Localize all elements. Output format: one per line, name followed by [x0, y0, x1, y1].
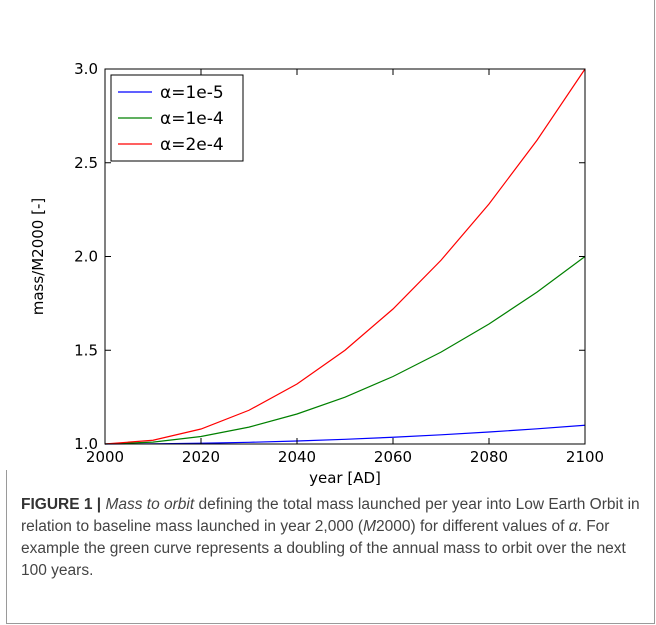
y-tick-label: 1.5: [74, 341, 98, 359]
x-axis-label: year [AD]: [309, 469, 381, 487]
figure-frame: [6, 0, 655, 624]
caption-text-3: . For example the green curve represents…: [21, 518, 626, 579]
caption-figure-label: FIGURE 1 |: [21, 496, 102, 513]
legend-label-3: α=2e-4: [160, 135, 224, 155]
axis-tick-labels: 2000 2020 2040 2060 2080 2100 1.0 1.5 2.0 2.5 3.0: [74, 60, 604, 466]
figure-frame-left: [6, 470, 7, 624]
series-line-3: [104, 68, 586, 445]
y-tick-label: 3.0: [74, 60, 98, 78]
plot-curves: [104, 68, 586, 445]
caption-italic-lead: Mass to orbit: [105, 496, 195, 513]
x-tick-label: 2020: [182, 448, 220, 466]
y-tick-label: 1.0: [74, 435, 98, 453]
series-line-2: [104, 256, 586, 445]
x-tick-label: 2060: [374, 448, 412, 466]
x-tick-label: 2080: [470, 448, 508, 466]
y-tick-label: 2.5: [74, 154, 98, 172]
axis-ticks: [104, 68, 586, 445]
x-tick-label: 2000: [86, 448, 124, 466]
y-tick-label: 2.0: [74, 248, 98, 266]
legend-label-2: α=1e-4: [160, 109, 224, 129]
y-axis-label: mass/M2000 [-]: [29, 198, 47, 316]
caption-text-1: defining the total mass launched per yea…: [21, 496, 640, 535]
legend: α=1e-5 α=1e-4 α=2e-4: [110, 74, 244, 162]
line-chart: 2000 2020 2040 2060 2080 21001.01.52.02.53.0 …: [29, 60, 604, 487]
legend-label-1: α=1e-5: [160, 83, 224, 103]
figure-caption: FIGURE 1 | Mass to orbit defining the to…: [21, 494, 641, 582]
series-line-1: [104, 424, 586, 445]
caption-text-2: 2000) for different values of: [376, 518, 569, 535]
x-tick-label: 2040: [278, 448, 316, 466]
caption-alpha: α: [568, 518, 578, 535]
x-tick-label: 2100: [566, 448, 604, 466]
caption-italic-ref: M: [363, 518, 376, 535]
